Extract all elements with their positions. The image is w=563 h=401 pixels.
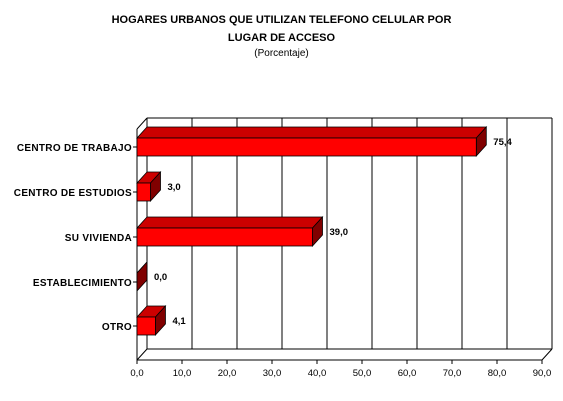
x-tick-label: 50,0 (353, 368, 372, 379)
x-tick-label: 10,0 (173, 368, 192, 379)
x-tick-label: 30,0 (263, 368, 282, 379)
x-tick-label: 40,0 (308, 368, 327, 379)
data-label: 0,0 (154, 272, 167, 283)
x-tick-label: 80,0 (488, 368, 507, 379)
data-label: 39,0 (330, 227, 349, 238)
bar-top-face (136, 216, 324, 229)
x-tick-label: 60,0 (398, 368, 417, 379)
chart-title-line2: LUGAR DE ACCESO (227, 32, 336, 44)
bar-top-face (136, 126, 488, 139)
x-tick-label: 70,0 (443, 368, 462, 379)
data-label: 4,1 (172, 316, 186, 327)
category-label: SU VIVIENDA (65, 233, 132, 244)
chart-subtitle: (Porcentaje) (254, 48, 309, 59)
bar (136, 182, 151, 202)
data-label: 75,4 (493, 137, 512, 148)
category-label: CENTRO DE TRABAJO (17, 143, 132, 154)
category-label: CENTRO DE ESTUDIOS (14, 188, 132, 199)
x-tick-label: 90,0 (533, 368, 552, 379)
wall-top-edge (136, 117, 148, 130)
x-tick-label: 20,0 (218, 368, 237, 379)
bar (136, 316, 156, 336)
floor-right-edge (541, 348, 553, 361)
wall-bottom-edge (136, 348, 148, 361)
bar (136, 137, 477, 157)
chart-title: HOGARES URBANOS QUE UTILIZAN TELEFONO CE… (111, 14, 452, 26)
bar-side-face (136, 260, 148, 293)
category-label: OTRO (102, 322, 132, 333)
x-tick-label: 0,0 (130, 368, 143, 379)
category-label: ESTABLECIMIENTO (33, 278, 132, 289)
data-label: 3,0 (168, 182, 181, 193)
bar (136, 227, 313, 247)
